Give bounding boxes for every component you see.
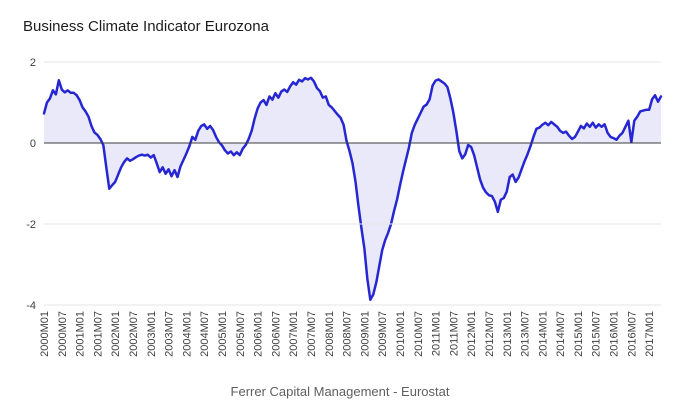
x-axis-label: 2004M01 [181,311,193,357]
x-axis-label: 2009M01 [359,311,371,357]
x-axis-label: 2017M01 [644,311,656,357]
x-axis-label: 2008M07 [342,311,354,357]
y-axis-label: 0 [30,138,36,150]
x-axis-label: 2010M07 [413,311,425,357]
x-axis-label: 2001M07 [92,311,104,357]
y-axis-label: -2 [26,219,36,231]
y-axis-label: 2 [30,57,36,69]
x-axis-label: 2016M01 [609,311,621,357]
x-axis-label: 2012M01 [466,311,478,357]
x-axis-label: 2014M07 [555,311,567,357]
x-axis-label: 2002M07 [128,311,140,357]
x-axis-label: 2012M07 [484,311,496,357]
x-axis-label: 2015M07 [591,311,603,357]
plot-area [42,76,663,301]
y-axis-label: -4 [26,300,36,312]
x-axis-label: 2004M07 [199,311,211,357]
x-axis-label: 2005M01 [217,311,229,357]
x-axis-label: 2000M07 [57,311,69,357]
x-axis-label: 2014M01 [537,311,549,357]
x-axis-label: 2000M01 [39,311,51,357]
x-axis-label: 2003M07 [164,311,176,357]
x-axis-label: 2011M01 [431,311,443,356]
x-axis-label: 2006M01 [253,311,265,357]
x-axis-label: 2010M01 [395,311,407,357]
x-axis-label: 2007M01 [288,311,300,357]
x-axis-label: 2011M07 [448,311,460,356]
x-axis-label: 2007M07 [306,311,318,357]
chart-caption: Ferrer Capital Management - Eurostat [231,384,450,399]
x-axis-label: 2015M01 [573,311,585,357]
chart-title: Business Climate Indicator Eurozona [23,18,270,35]
x-axis-label: 2009M07 [377,311,389,357]
x-axis-label: 2003M01 [146,311,158,357]
x-axis-label: 2001M01 [75,311,87,357]
series-area-fill [44,77,661,300]
x-axis-label: 2008M01 [324,311,336,357]
x-axis-label: 2002M01 [110,311,122,357]
x-axis-label: 2006M07 [270,311,282,357]
series-line [42,76,663,301]
x-axis-label: 2013M01 [502,311,514,357]
x-axis-label: 2013M07 [520,311,532,357]
x-axis-label: 2016M07 [626,311,638,357]
x-axis-label: 2005M07 [235,311,247,357]
